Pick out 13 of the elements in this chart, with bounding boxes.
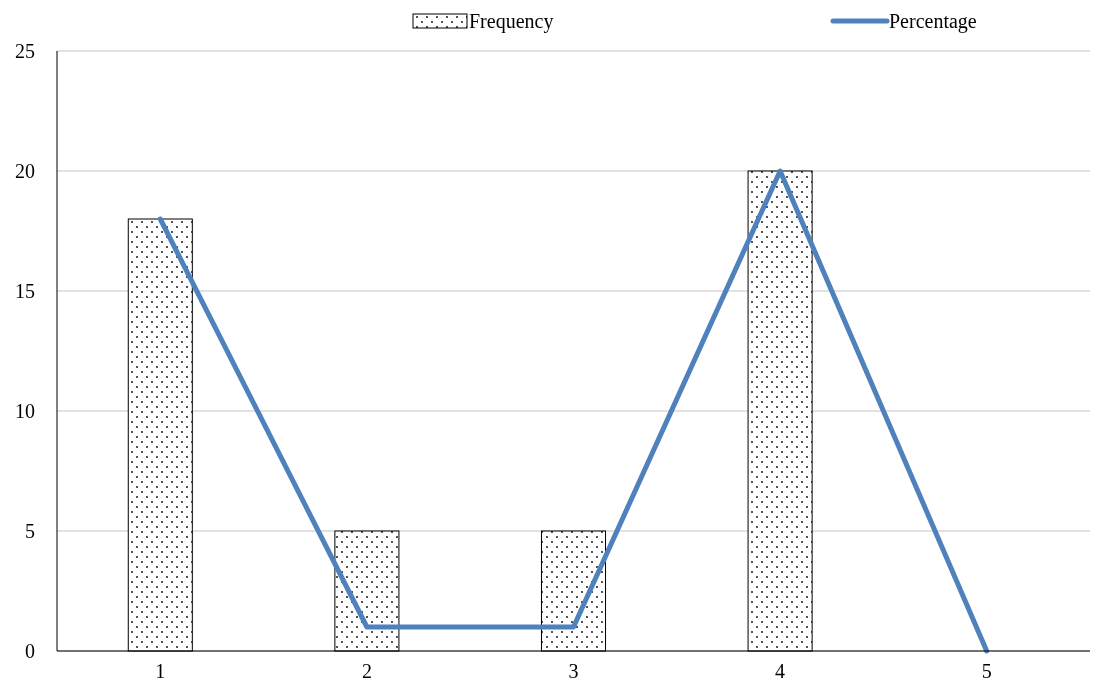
- y-tick-label: 15: [15, 280, 35, 302]
- y-tick-label: 20: [15, 160, 35, 182]
- x-tick-label: 4: [775, 660, 786, 682]
- legend-label: Frequency: [469, 10, 554, 33]
- y-tick-label: 25: [15, 40, 35, 62]
- x-tick-label: 1: [155, 660, 166, 682]
- y-tick-label: 10: [15, 400, 35, 422]
- legend-label: Percentage: [889, 10, 977, 33]
- x-tick-label: 3: [568, 660, 579, 682]
- y-tick-label: 5: [25, 520, 35, 542]
- x-tick-label: 2: [361, 660, 372, 682]
- x-tick-label: 5: [981, 660, 992, 682]
- y-tick-label: 0: [25, 640, 35, 662]
